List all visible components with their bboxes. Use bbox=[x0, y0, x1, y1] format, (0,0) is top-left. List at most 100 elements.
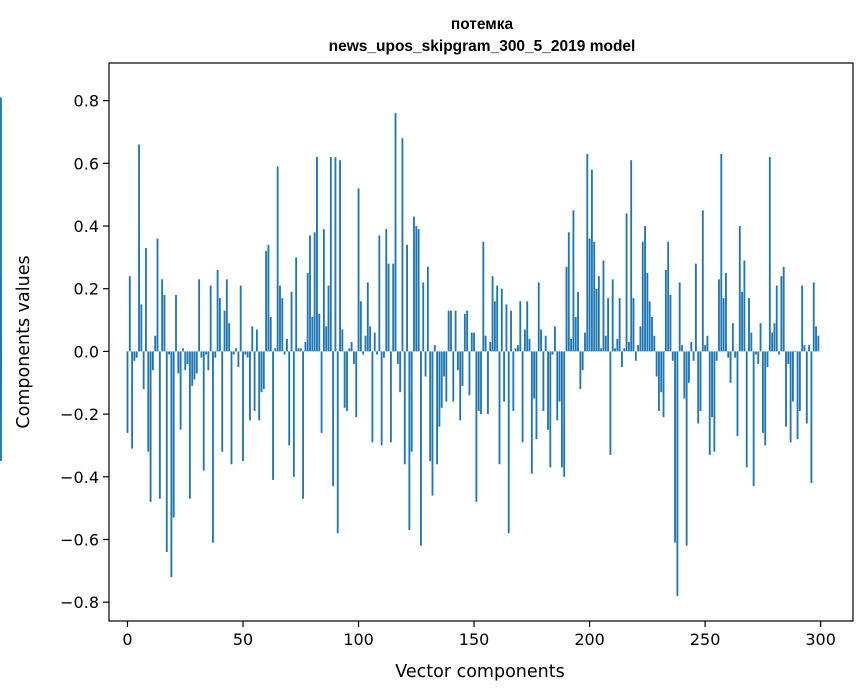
bar-42 bbox=[223, 310, 226, 352]
bar-176 bbox=[533, 351, 536, 399]
bar-112 bbox=[385, 229, 388, 352]
bar-271 bbox=[752, 351, 755, 487]
bar-2 bbox=[131, 351, 134, 449]
bar-27 bbox=[188, 351, 191, 499]
bar-255 bbox=[715, 351, 718, 361]
bar-124 bbox=[413, 216, 415, 352]
bar-136 bbox=[440, 351, 443, 408]
bar-63 bbox=[272, 351, 274, 480]
bar-213 bbox=[618, 298, 621, 352]
bar-64 bbox=[274, 348, 277, 352]
bar-48 bbox=[237, 351, 240, 368]
bar-172 bbox=[523, 329, 526, 352]
bar-21 bbox=[175, 294, 177, 352]
bar-147 bbox=[466, 310, 469, 352]
bar-280 bbox=[773, 323, 776, 352]
bar-35 bbox=[207, 351, 210, 371]
bar-207 bbox=[604, 335, 607, 352]
bar-72 bbox=[292, 351, 295, 477]
bar-225 bbox=[646, 273, 649, 352]
bar-223 bbox=[641, 241, 644, 352]
bar-219 bbox=[632, 298, 635, 352]
bar-217 bbox=[627, 342, 630, 352]
bar-55 bbox=[253, 351, 256, 411]
y-axis-label: Components values bbox=[14, 255, 34, 428]
y-tick-label: −0.2 bbox=[60, 405, 99, 424]
bar-1 bbox=[128, 276, 131, 352]
bar-204 bbox=[597, 276, 600, 352]
bar-264 bbox=[736, 351, 739, 437]
bar-143 bbox=[456, 351, 459, 371]
bar-287 bbox=[789, 351, 792, 443]
bar-71 bbox=[290, 291, 293, 352]
bar-92 bbox=[339, 160, 341, 352]
bar-69 bbox=[285, 338, 288, 352]
bar-260 bbox=[727, 351, 730, 358]
x-tick-label: 150 bbox=[459, 630, 490, 649]
bar-155 bbox=[484, 335, 487, 352]
bar-91 bbox=[336, 351, 339, 534]
bar-288 bbox=[792, 351, 794, 402]
bar-87 bbox=[327, 285, 330, 352]
bar-0 bbox=[126, 351, 129, 433]
bar-174 bbox=[528, 338, 531, 352]
bar-74 bbox=[297, 348, 300, 352]
bar-259 bbox=[725, 273, 727, 352]
bar-245 bbox=[692, 351, 695, 361]
bar-22 bbox=[177, 351, 180, 374]
bar-198 bbox=[584, 332, 586, 352]
bar-275 bbox=[761, 351, 764, 433]
bar-156 bbox=[487, 351, 489, 415]
bar-28 bbox=[191, 351, 194, 386]
bar-169 bbox=[517, 345, 519, 352]
bar-119 bbox=[401, 138, 404, 352]
bar-178 bbox=[537, 282, 540, 352]
bar-51 bbox=[244, 351, 247, 355]
bar-141 bbox=[452, 351, 455, 402]
bar-159 bbox=[493, 301, 496, 352]
bar-267 bbox=[743, 260, 746, 352]
bar-299 bbox=[817, 335, 820, 352]
bar-17 bbox=[165, 351, 168, 553]
bar-115 bbox=[392, 263, 395, 352]
bar-164 bbox=[505, 304, 508, 352]
bar-95 bbox=[346, 351, 348, 411]
bar-120 bbox=[403, 351, 406, 465]
bar-211 bbox=[614, 348, 616, 352]
x-tick-label: 0 bbox=[122, 630, 132, 649]
bar-203 bbox=[595, 288, 598, 352]
x-tick-label: 100 bbox=[343, 630, 374, 649]
bars-group bbox=[0, 97, 820, 596]
bar-78 bbox=[306, 273, 309, 352]
y-tick-label: 0.4 bbox=[74, 217, 99, 236]
bar-104 bbox=[366, 282, 369, 352]
bar-145 bbox=[461, 351, 464, 386]
bar-44 bbox=[228, 323, 231, 352]
bar-13 bbox=[156, 238, 159, 352]
bar-292 bbox=[801, 285, 804, 352]
bar-139 bbox=[447, 310, 450, 352]
bar-12 bbox=[154, 335, 157, 352]
bar-79 bbox=[309, 235, 311, 352]
bar-131 bbox=[429, 351, 432, 462]
bar-277 bbox=[766, 351, 769, 368]
bar-165 bbox=[507, 351, 510, 534]
bar-46 bbox=[232, 351, 235, 355]
bar-90 bbox=[334, 157, 337, 352]
bar-236 bbox=[671, 351, 674, 361]
bar-173 bbox=[526, 301, 529, 352]
bar-138 bbox=[445, 351, 448, 402]
bar-148 bbox=[468, 351, 471, 396]
bar-121 bbox=[406, 244, 408, 352]
bar-19 bbox=[170, 351, 173, 578]
bar-113 bbox=[387, 263, 390, 352]
bar-226 bbox=[648, 301, 651, 352]
bar-256 bbox=[718, 279, 720, 352]
bar-38 bbox=[214, 351, 217, 358]
y-tick-label: −0.6 bbox=[60, 530, 99, 549]
bar-258 bbox=[722, 298, 725, 352]
bar-235 bbox=[669, 294, 672, 352]
bar-167 bbox=[512, 351, 515, 411]
bar-185 bbox=[554, 326, 556, 352]
chart-subtitle: news_upos_skipgram_300_5_2019 model bbox=[329, 38, 636, 55]
